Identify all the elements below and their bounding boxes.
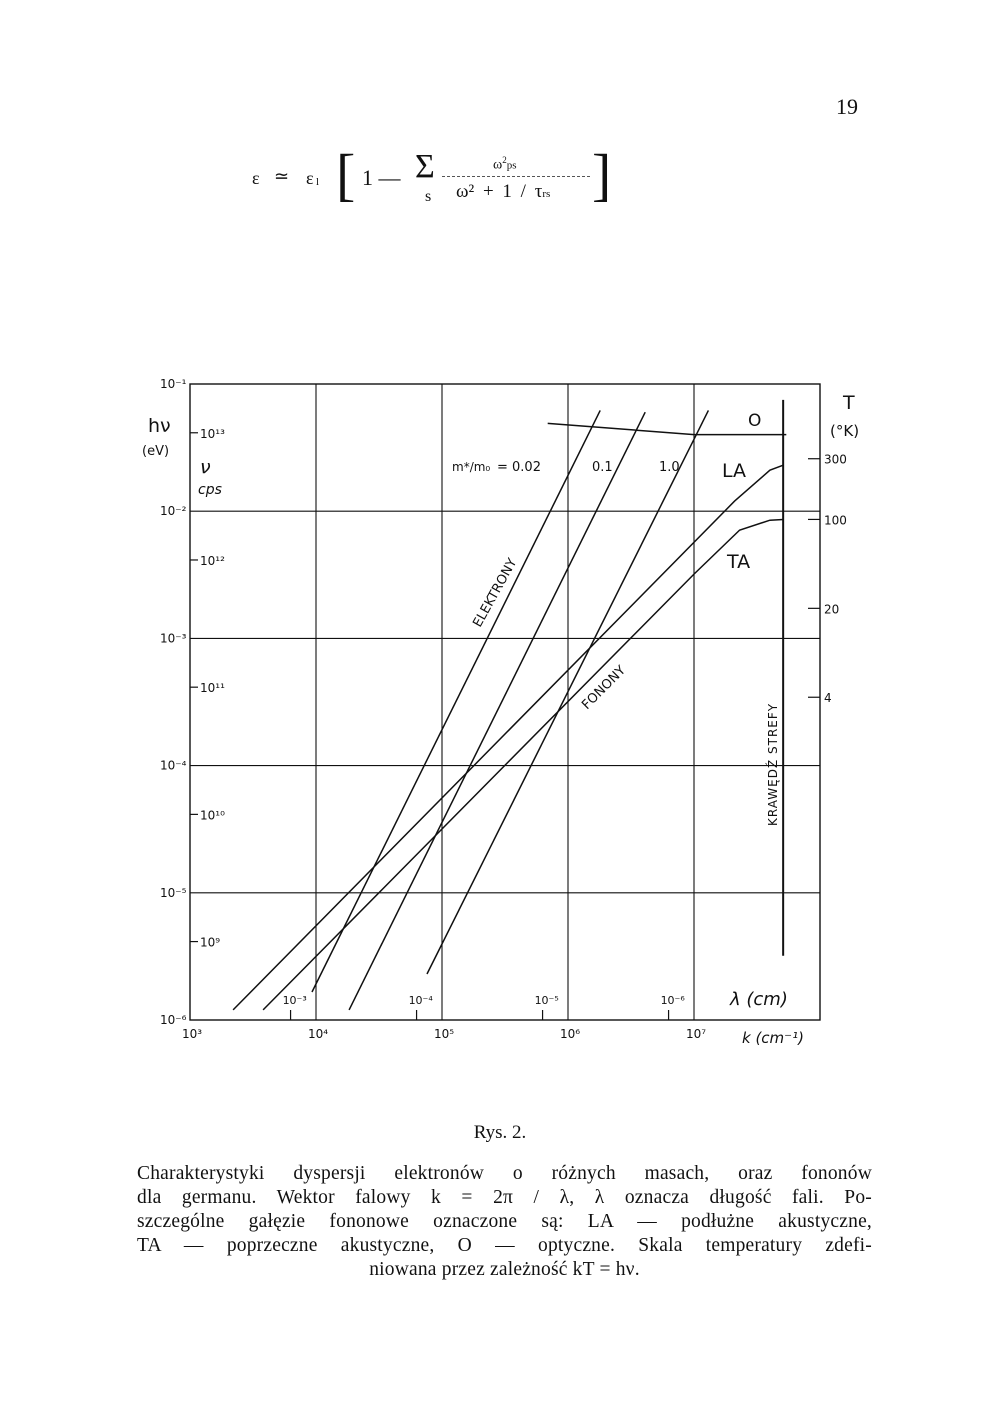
figure-title: Rys. 2. xyxy=(473,1122,527,1143)
page-number: 19 xyxy=(836,94,858,119)
formula-denominator: ω² + 1 / τrs xyxy=(456,181,550,203)
right-bracket: ] xyxy=(592,142,612,207)
x-tick-label: 10³ xyxy=(182,1027,202,1041)
series-line-m-m-0-02 xyxy=(311,410,601,993)
lambda-tick-label: 10⁻⁵ xyxy=(535,994,559,1007)
caption-line-1: Charakterystyki dyspersji elektronów o r… xyxy=(137,1163,872,1184)
formula-sum-index: s xyxy=(425,188,432,205)
formula-eps-l-sub: l xyxy=(316,176,320,188)
caption-line-4: TA — poprzeczne akustyczne, O — optyczne… xyxy=(137,1235,872,1256)
series-line-1-0 xyxy=(426,410,710,975)
nu-tick-label: 10¹¹ xyxy=(200,681,225,695)
label-o: O xyxy=(748,411,761,431)
formula-equals: ≃ xyxy=(274,166,290,186)
nu-axis-unit: cps xyxy=(198,482,222,498)
numerator-omega: ω xyxy=(493,157,503,173)
y-axis-label: hν xyxy=(148,415,171,437)
fraction-bar xyxy=(442,176,590,177)
x-tick-label: 10⁶ xyxy=(560,1027,580,1041)
lambda-tick-label: 10⁻⁶ xyxy=(661,994,686,1007)
label-la: LA xyxy=(722,460,746,482)
formula-one-minus: 1 — xyxy=(362,165,401,190)
numerator-sub: ps xyxy=(506,159,517,172)
series-line-0-1 xyxy=(348,411,646,1011)
grid xyxy=(189,383,821,1021)
temperature-tick-label: 100 xyxy=(824,513,847,527)
tick-labels: 10³ 10⁴ 10⁵ 10⁶ 10⁷ 10⁻¹ 10⁻² 10⁻³ 10⁻⁴ 10⁻⁵ 10⁻⁶ 1… xyxy=(160,377,847,1041)
y-axis-unit: (eV) xyxy=(142,444,169,459)
series-lines xyxy=(232,399,787,1011)
numerator-sup: 2 xyxy=(502,155,507,165)
formula-eps-l: ε xyxy=(306,168,314,188)
x-axis-label: k (cm⁻¹) xyxy=(742,1029,804,1047)
x-tick-label: 10⁵ xyxy=(434,1027,454,1041)
nu-tick-label: 10⁹ xyxy=(200,936,220,950)
y-tick-label: 10⁻¹ xyxy=(160,377,187,391)
nu-axis-label: ν xyxy=(200,456,211,478)
series-line-o xyxy=(547,422,787,436)
temperature-tick-label: 300 xyxy=(824,453,847,467)
label-0-1: 0.1 xyxy=(592,460,613,475)
series-line-ta xyxy=(262,518,784,1011)
y-tick-label: 10⁻⁵ xyxy=(160,886,187,900)
nu-tick-label: 10¹² xyxy=(200,554,225,568)
label-electrons: ELEKTRONY xyxy=(470,556,520,630)
y-tick-label: 10⁻⁶ xyxy=(160,1013,187,1027)
nu-tick-label: 10¹⁰ xyxy=(200,808,225,822)
label-zone-edge: KRAWĘDŹ STREFY xyxy=(765,703,780,826)
label-phonons: FONONY xyxy=(579,663,629,713)
plot-frame xyxy=(189,383,821,1021)
nu-tick-label: 10¹³ xyxy=(200,427,225,441)
temperature-tick-label: 4 xyxy=(824,691,832,705)
y-tick-label: 10⁻² xyxy=(160,504,187,518)
formula-sum: Σ xyxy=(415,148,435,185)
temperature-tick-label: 20 xyxy=(824,602,839,616)
series-line-la xyxy=(232,464,784,1011)
caption-line-3: szczególne gałęzie fononowe oznaczone są… xyxy=(137,1211,872,1232)
left-bracket: [ xyxy=(336,142,356,207)
formula-numerator: ω2ps xyxy=(493,155,517,174)
caption-line-5: niowana przez zależność kT = hν. xyxy=(369,1259,640,1280)
formula-lhs: ε xyxy=(252,168,260,188)
mass-ratio-label: m*/m₀ xyxy=(452,460,490,474)
label-1-0: 1.0 xyxy=(659,460,680,475)
x-tick-label: 10⁴ xyxy=(308,1027,328,1041)
mass-ratio-first-value: = 0.02 xyxy=(497,460,541,475)
t-axis-label: T xyxy=(842,392,855,414)
x-tick-label: 10⁷ xyxy=(686,1027,706,1041)
y-tick-label: 10⁻³ xyxy=(160,631,187,645)
label-ta: TA xyxy=(726,551,750,573)
lambda-tick-label: 10⁻³ xyxy=(283,994,307,1007)
lambda-tick-label: 10⁻⁴ xyxy=(409,994,434,1007)
caption-line-2: dla germanu. Wektor falowy k = 2π / λ, λ… xyxy=(137,1187,872,1208)
lambda-axis-label: λ (cm) xyxy=(729,989,788,1010)
t-axis-unit: (°K) xyxy=(830,422,859,440)
denominator: ω² + 1 / τ xyxy=(456,181,543,202)
y-tick-label: 10⁻⁴ xyxy=(160,759,187,773)
denominator-sub: rs xyxy=(542,188,551,200)
